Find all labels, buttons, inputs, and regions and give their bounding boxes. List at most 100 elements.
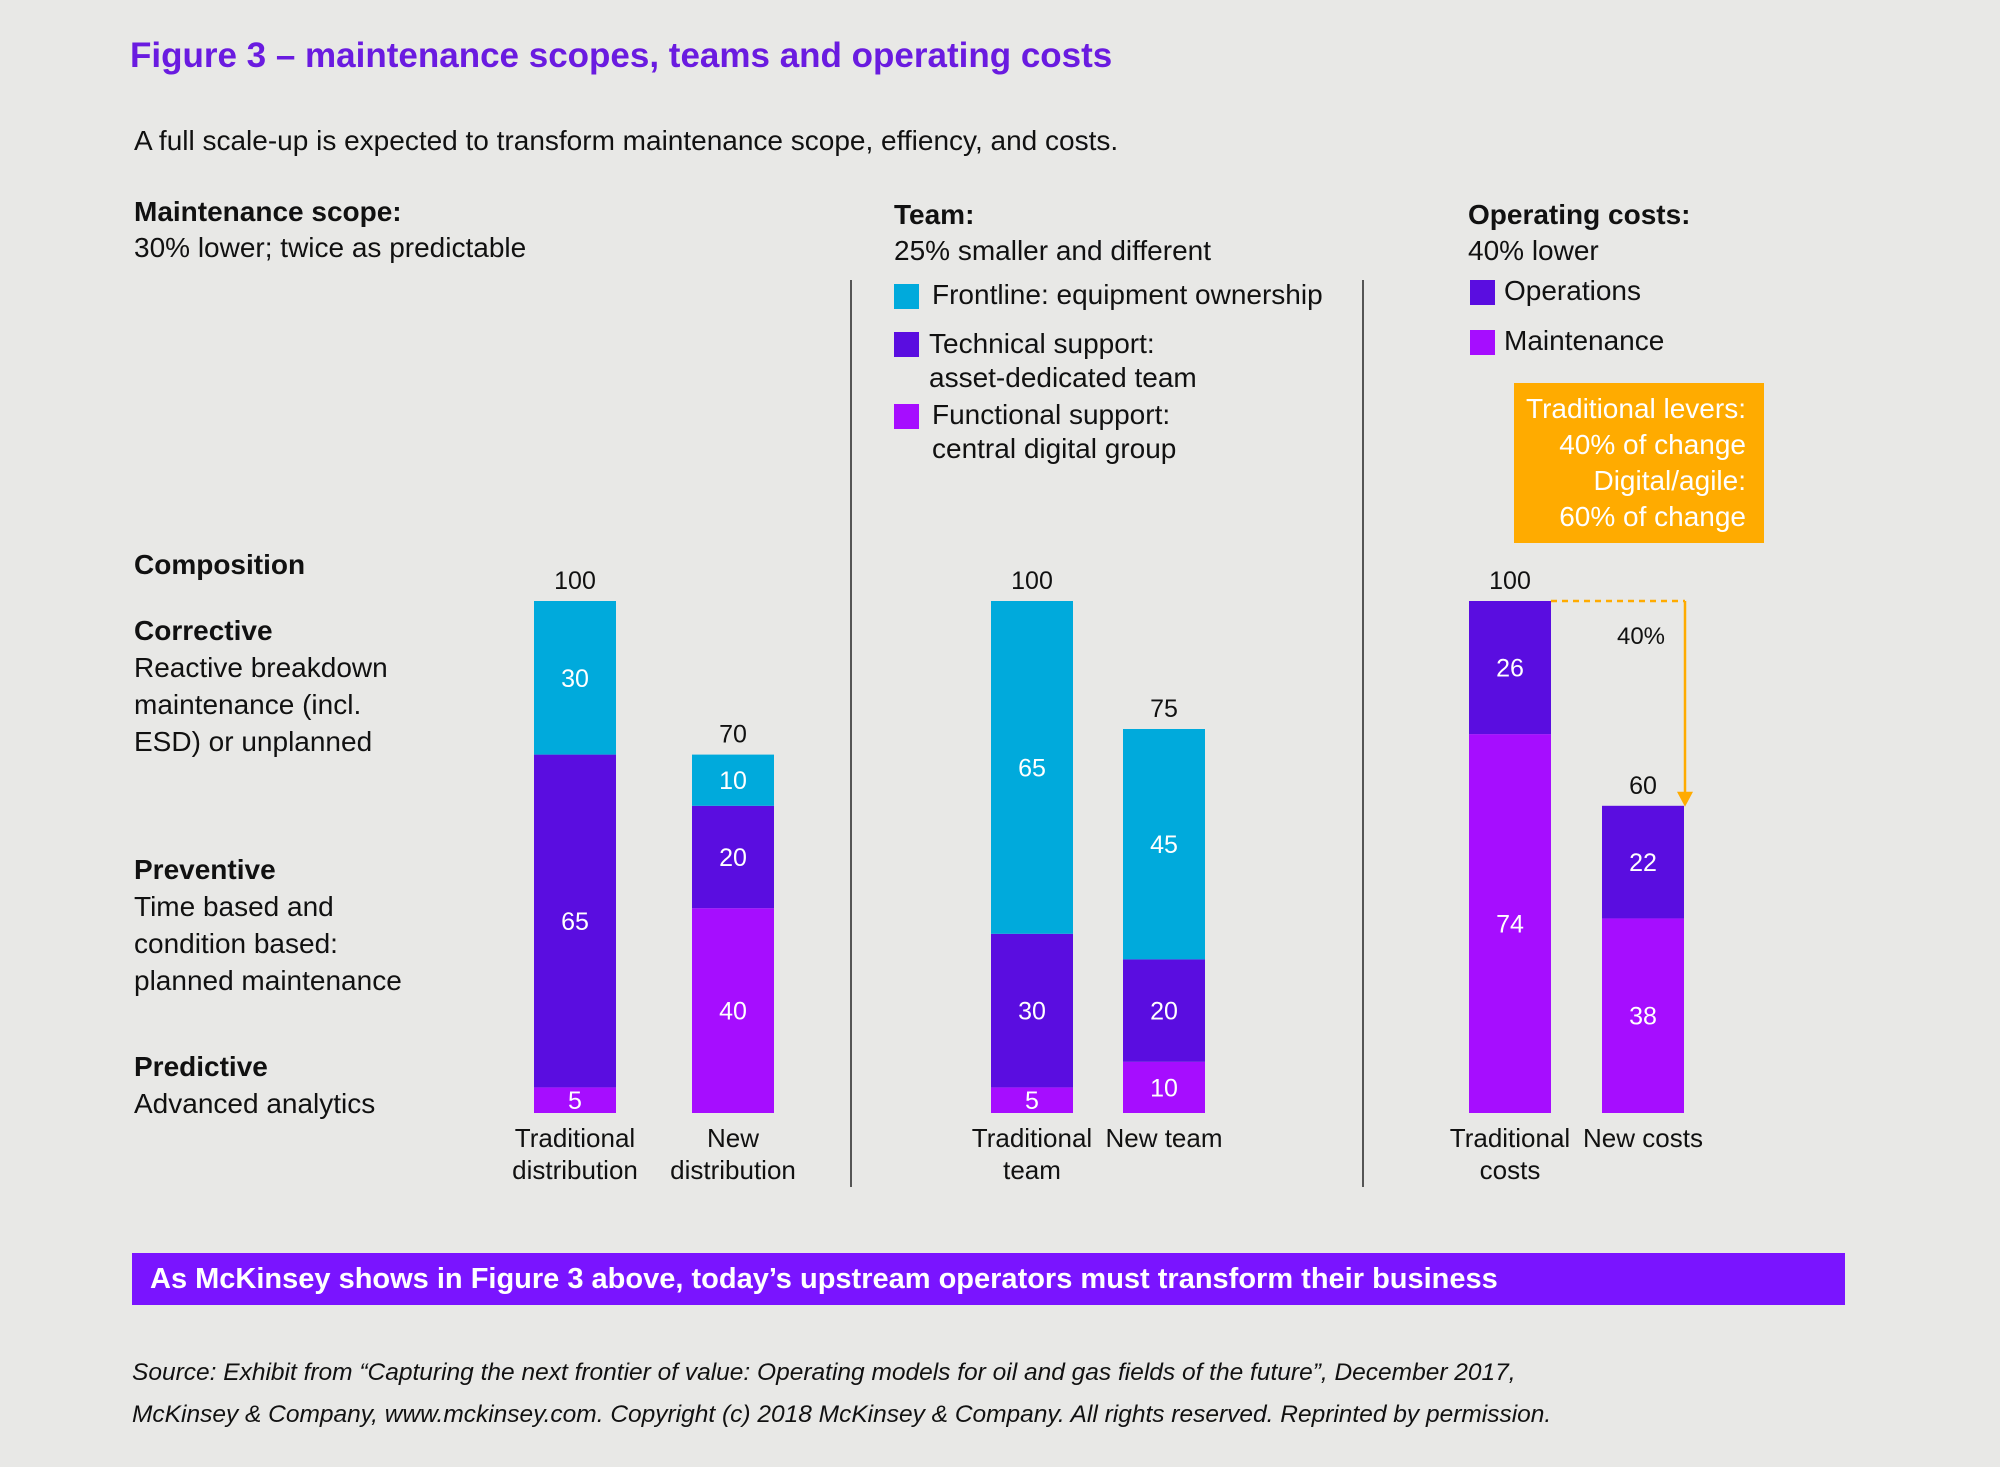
bar-category-label: Traditional bbox=[515, 1123, 635, 1153]
bar-segment bbox=[1469, 601, 1551, 735]
segment-value-label: 20 bbox=[719, 844, 747, 872]
bar-total-label: 100 bbox=[1011, 567, 1053, 595]
bar-category-label: team bbox=[1003, 1155, 1061, 1185]
callout-line3: Digital/agile: bbox=[1593, 465, 1746, 496]
corrective-heading: Corrective bbox=[134, 615, 273, 646]
bar-total-label: 60 bbox=[1629, 772, 1657, 800]
legend-label-functional: Functional support: central digital grou… bbox=[932, 398, 1176, 466]
bar-segment bbox=[692, 805, 774, 909]
callout-line2: 40% of change bbox=[1559, 429, 1746, 460]
segment-value-label: 26 bbox=[1496, 655, 1524, 683]
legend-swatch-functional bbox=[894, 404, 919, 429]
segment-value-label: 30 bbox=[1018, 998, 1046, 1026]
scope-desc: 30% lower; twice as predictable bbox=[134, 232, 527, 263]
bar-category-label: New costs bbox=[1583, 1123, 1703, 1153]
bar-category-label: distribution bbox=[670, 1155, 796, 1185]
scope-section-header: Maintenance scope: 30% lower; twice as p… bbox=[134, 194, 526, 266]
source-line1: Source: Exhibit from “Capturing the next… bbox=[132, 1359, 1516, 1386]
composition-heading: Composition bbox=[134, 546, 305, 583]
bar-category-label: New team bbox=[1105, 1123, 1222, 1153]
preventive-label: Preventive Time based and condition base… bbox=[134, 851, 402, 999]
predictive-line1: Advanced analytics bbox=[134, 1088, 376, 1119]
levers-callout: Traditional levers: 40% of change Digita… bbox=[1514, 383, 1764, 543]
segment-value-label: 22 bbox=[1629, 849, 1657, 877]
segment-value-label: 65 bbox=[561, 908, 589, 936]
bar-segment bbox=[534, 601, 616, 755]
bar-category-label: Traditional bbox=[1450, 1123, 1570, 1153]
bar-category-label: costs bbox=[1480, 1155, 1541, 1185]
preventive-line2: condition based: bbox=[134, 928, 338, 959]
costs-section-header: Operating costs: 40% lower bbox=[1468, 197, 1690, 269]
bar-segment bbox=[534, 1087, 616, 1113]
mckinsey-banner: As McKinsey shows in Figure 3 above, tod… bbox=[132, 1253, 1845, 1305]
bar-segment bbox=[1602, 918, 1684, 1113]
corrective-line3: ESD) or unplanned bbox=[134, 726, 373, 757]
preventive-line3: planned maintenance bbox=[134, 965, 402, 996]
bar-total-label: 100 bbox=[1489, 567, 1531, 595]
legend-functional-line1: Functional support: bbox=[932, 399, 1171, 430]
team-section-header: Team: 25% smaller and different bbox=[894, 197, 1211, 269]
source-line2: McKinsey & Company, www.mckinsey.com. Co… bbox=[132, 1401, 1552, 1428]
corrective-label: Corrective Reactive breakdown maintenanc… bbox=[134, 612, 388, 760]
bar-category-label: Traditional bbox=[972, 1123, 1092, 1153]
section-divider-2 bbox=[1362, 280, 1364, 1187]
legend-label-frontline: Frontline: equipment ownership bbox=[932, 279, 1323, 310]
segment-value-label: 65 bbox=[1018, 754, 1046, 782]
bar-total-label: 70 bbox=[719, 721, 747, 749]
bar-segment bbox=[1123, 1061, 1205, 1113]
callout-line1: Traditional levers: bbox=[1526, 393, 1746, 424]
legend-swatch-frontline bbox=[894, 284, 919, 309]
legend-technical-line1: Technical support: bbox=[929, 328, 1155, 359]
source-note: Source: Exhibit from “Capturing the next… bbox=[132, 1352, 1551, 1436]
bar-category-label: distribution bbox=[512, 1155, 638, 1185]
preventive-line1: Time based and bbox=[134, 891, 334, 922]
bar-segment bbox=[1469, 734, 1551, 1113]
preventive-heading: Preventive bbox=[134, 854, 276, 885]
bar-segment bbox=[1123, 729, 1205, 960]
legend-label-technical: Technical support: asset-dedicated team bbox=[929, 327, 1197, 395]
legend-swatch-operations bbox=[1470, 280, 1495, 305]
composition-heading-text: Composition bbox=[134, 549, 306, 580]
bar-segment bbox=[534, 754, 616, 1088]
predictive-heading: Predictive bbox=[134, 1051, 268, 1082]
section-divider-1 bbox=[850, 280, 852, 1187]
corrective-line2: maintenance (incl. bbox=[134, 689, 362, 720]
bar-segment bbox=[692, 908, 774, 1113]
segment-value-label: 5 bbox=[568, 1087, 582, 1115]
bar-segment bbox=[991, 601, 1073, 934]
legend-swatch-technical bbox=[894, 332, 919, 357]
segment-value-label: 20 bbox=[1150, 998, 1178, 1026]
segment-value-label: 45 bbox=[1150, 831, 1178, 859]
costs-heading: Operating costs: bbox=[1468, 199, 1691, 230]
costs-desc: 40% lower bbox=[1468, 235, 1599, 266]
predictive-label: Predictive Advanced analytics bbox=[134, 1048, 375, 1122]
legend-technical-line2: asset-dedicated team bbox=[929, 362, 1197, 393]
bar-segment bbox=[1602, 805, 1684, 919]
bar-segment bbox=[692, 754, 774, 806]
figure-subtitle: A full scale-up is expected to transform… bbox=[134, 125, 1119, 156]
bar-total-label: 75 bbox=[1150, 695, 1178, 723]
legend-functional-line2: central digital group bbox=[932, 433, 1177, 464]
corrective-line1: Reactive breakdown bbox=[134, 652, 388, 683]
reduction-arrow-head bbox=[1677, 791, 1693, 807]
legend-swatch-maintenance bbox=[1470, 330, 1495, 355]
reduction-annotation-label: 40% bbox=[1617, 623, 1665, 650]
bar-total-label: 100 bbox=[554, 567, 596, 595]
figure-title: Figure 3 – maintenance scopes, teams and… bbox=[130, 36, 1113, 75]
segment-value-label: 30 bbox=[561, 665, 589, 693]
segment-value-label: 74 bbox=[1496, 911, 1524, 939]
team-heading: Team: bbox=[894, 199, 975, 230]
team-desc: 25% smaller and different bbox=[894, 235, 1211, 266]
bar-segment bbox=[1123, 959, 1205, 1062]
callout-line4: 60% of change bbox=[1559, 501, 1746, 532]
legend-label-operations: Operations bbox=[1504, 275, 1641, 306]
bar-category-label: New bbox=[707, 1123, 759, 1153]
segment-value-label: 40 bbox=[719, 998, 747, 1026]
legend-label-maintenance: Maintenance bbox=[1504, 325, 1665, 356]
bar-segment bbox=[991, 933, 1073, 1088]
segment-value-label: 38 bbox=[1629, 1003, 1657, 1031]
bar-segment bbox=[991, 1087, 1073, 1113]
segment-value-label: 10 bbox=[719, 767, 747, 795]
segment-value-label: 10 bbox=[1150, 1074, 1178, 1102]
